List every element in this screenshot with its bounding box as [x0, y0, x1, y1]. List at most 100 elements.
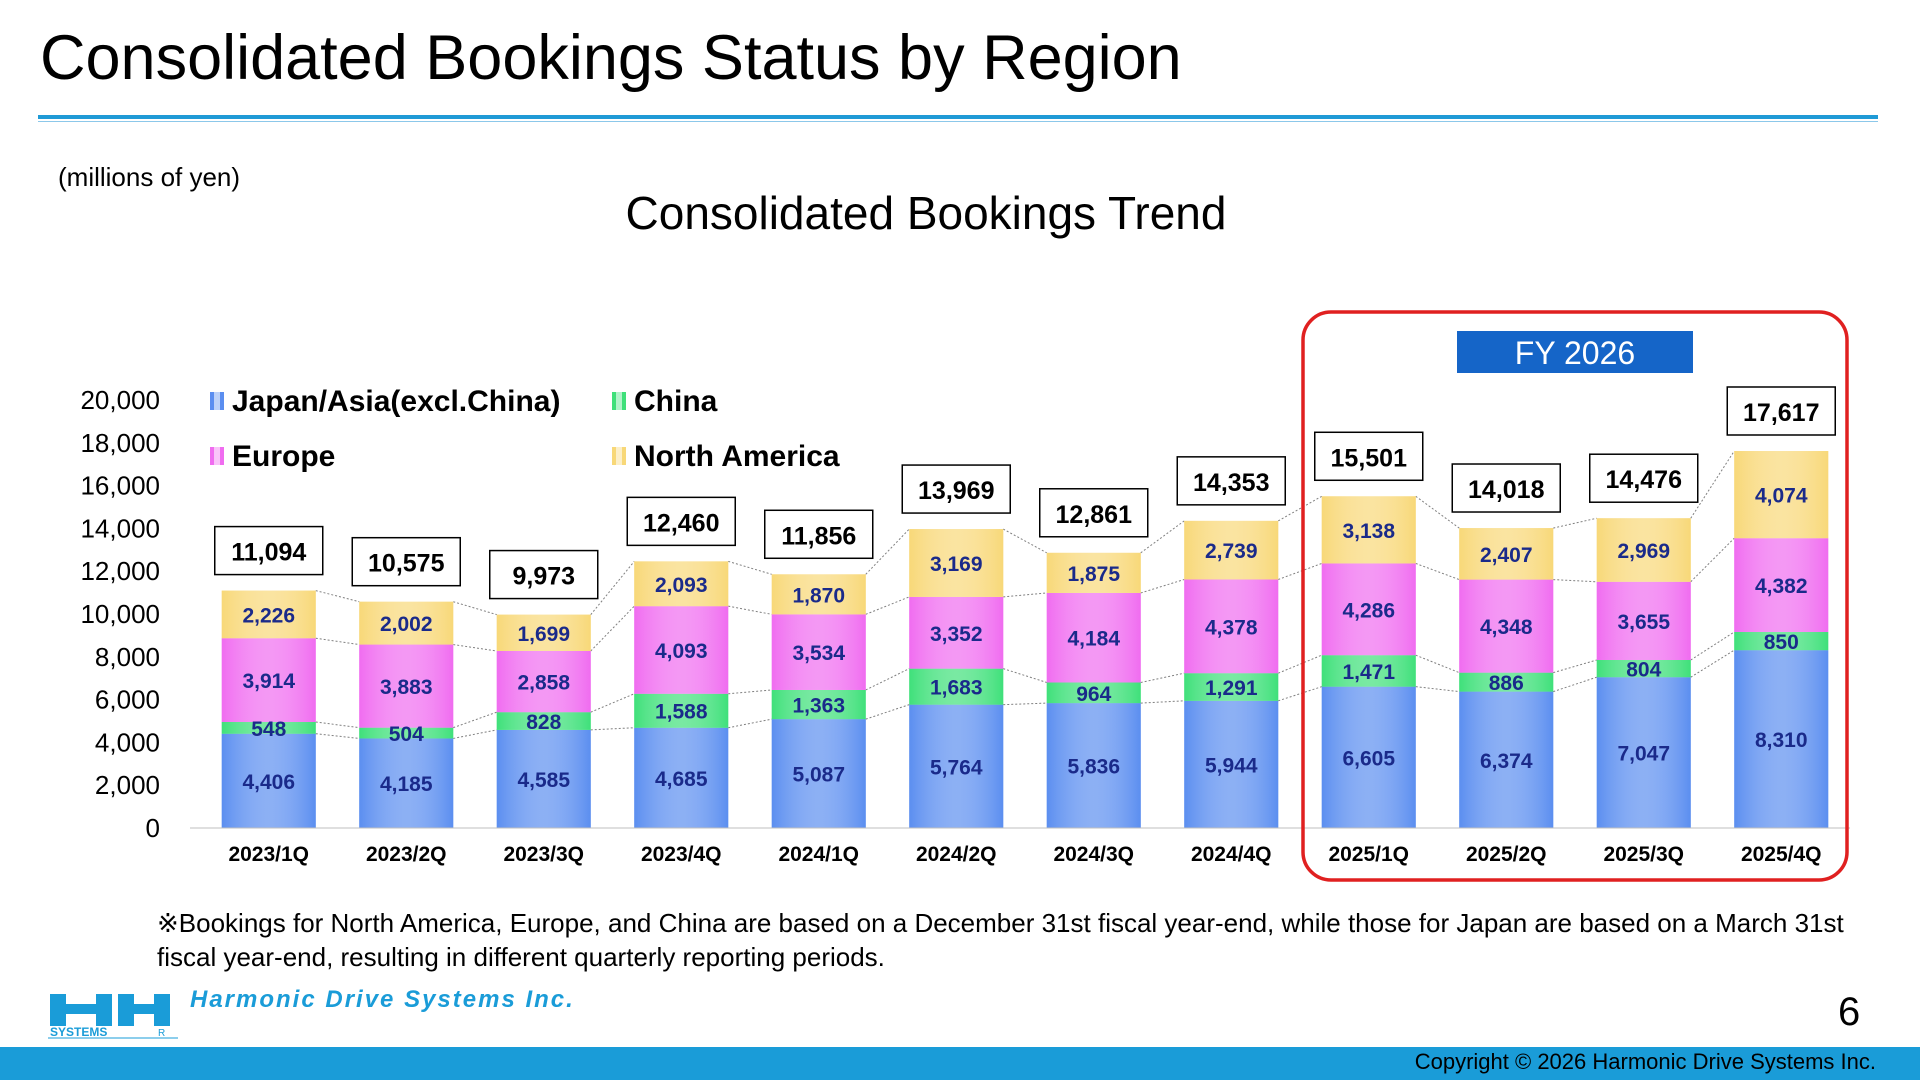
data-label: 1,875	[1067, 563, 1120, 586]
x-tick-label: 2023/1Q	[228, 843, 309, 866]
series-connector	[1690, 649, 1735, 678]
bar-segment-europe	[634, 606, 729, 694]
total-label: 13,969	[918, 477, 994, 505]
bar-segment-europe	[359, 644, 454, 728]
company-logo: SYSTEMS R	[48, 990, 178, 1047]
bar-segment-japan-asia-excl-china-	[359, 738, 454, 828]
data-label: 2,407	[1480, 544, 1533, 567]
bar-segment-sheen	[1596, 677, 1691, 828]
legend-swatch-sheen	[214, 447, 220, 465]
series-connector	[315, 637, 360, 646]
bar-segment-china	[359, 727, 454, 739]
bar-segment-sheen	[1184, 520, 1279, 580]
bar-segment-china	[496, 712, 591, 730]
series-connector	[315, 733, 360, 739]
logo-text: SYSTEMS	[50, 1025, 107, 1039]
fy2026-label-bg	[1457, 331, 1693, 373]
series-connector	[315, 590, 360, 603]
legend-label: Japan/Asia(excl.China)	[232, 385, 560, 418]
data-label: 828	[526, 711, 561, 734]
data-label: 7,047	[1617, 743, 1670, 766]
bar-segment-sheen	[909, 596, 1004, 669]
series-connector	[1553, 659, 1597, 674]
data-label: 2,002	[380, 613, 433, 636]
data-label: 850	[1764, 631, 1799, 654]
bar-segment-japan-asia-excl-china-	[1596, 677, 1691, 828]
bar-segment-sheen	[1046, 682, 1141, 704]
bookings-chart: 4,406 548 3,914 2,226 11,094 4,185 504 3,883 2,0…	[80, 310, 1850, 882]
series-connector	[1140, 700, 1185, 704]
data-label: 804	[1626, 659, 1661, 682]
bar-segment-sheen	[909, 704, 1004, 828]
x-tick-label: 2023/3Q	[503, 843, 584, 866]
legend-swatch-sheen	[616, 392, 622, 410]
bar-segment-japan-asia-excl-china-	[1184, 700, 1279, 828]
series-connector	[1003, 702, 1047, 706]
bar-segment-japan-asia-excl-china-	[1459, 691, 1554, 828]
bar-segment-sheen	[496, 712, 591, 730]
bar-segment-china	[1046, 682, 1141, 704]
data-label: 4,286	[1342, 599, 1395, 622]
bar-segment-europe	[1734, 538, 1829, 632]
data-label: 2,226	[242, 604, 295, 627]
total-label: 14,018	[1468, 476, 1545, 504]
series-connector	[1003, 528, 1047, 554]
bar-segment-north-america	[1184, 520, 1279, 580]
bar-segment-sheen	[496, 651, 591, 713]
bar-segment-sheen	[909, 668, 1004, 705]
bar-segment-sheen	[1596, 518, 1691, 582]
series-connector	[1415, 654, 1460, 674]
series-connector	[1140, 672, 1185, 683]
y-tick-label: 10,000	[80, 599, 160, 629]
series-connector	[1690, 537, 1735, 583]
bar-segment-europe	[1321, 563, 1416, 656]
total-label: 11,856	[781, 522, 856, 550]
svg-text:R: R	[158, 1028, 165, 1039]
bar-segment-sheen	[221, 638, 316, 722]
y-tick-label: 12,000	[80, 556, 160, 586]
series-connector	[1140, 520, 1185, 554]
series-connector	[728, 718, 772, 729]
bar-segment-sheen	[1321, 686, 1416, 828]
series-connector	[1278, 495, 1322, 522]
data-label: 1,870	[792, 584, 845, 607]
bar-segment-europe	[909, 596, 1004, 669]
legend-label: Europe	[232, 440, 335, 473]
data-label: 1,471	[1342, 661, 1395, 684]
y-tick-label: 2,000	[95, 770, 160, 800]
bar-segment-sheen	[359, 738, 454, 828]
units-label: (millions of yen)	[58, 162, 241, 192]
bar-segment-japan-asia-excl-china-	[634, 727, 729, 828]
bar-segment-sheen	[1321, 496, 1416, 564]
bar-segment-north-america	[1596, 518, 1691, 582]
total-label: 12,460	[643, 509, 719, 537]
bar-segment-north-america	[1321, 496, 1416, 564]
series-connector	[590, 727, 635, 731]
bar-segment-sheen	[771, 689, 866, 720]
bar-segment-europe	[1596, 581, 1691, 660]
bar-segment-sheen	[1046, 703, 1141, 828]
data-label: 1,363	[792, 695, 845, 718]
bar-segment-europe	[1459, 579, 1554, 673]
series-connector	[865, 528, 910, 575]
data-label: 6,605	[1342, 747, 1395, 770]
bar-segment-sheen	[496, 729, 591, 828]
series-connector	[865, 668, 910, 691]
series-connector	[453, 729, 497, 739]
bar-segment-sheen	[1734, 650, 1829, 828]
total-label: 12,861	[1056, 501, 1133, 529]
data-label: 3,914	[242, 670, 295, 693]
bar-segment-japan-asia-excl-china-	[1046, 703, 1141, 828]
series-connector	[1553, 676, 1597, 693]
total-label: 17,617	[1743, 399, 1819, 427]
total-box	[901, 464, 1011, 514]
bar-segment-japan-asia-excl-china-	[909, 704, 1004, 828]
series-connector	[728, 689, 772, 695]
data-label: 886	[1489, 672, 1524, 695]
x-tick-label: 2024/3Q	[1053, 843, 1134, 866]
total-box	[1589, 453, 1699, 503]
bar-segment-sheen	[634, 727, 729, 828]
data-label: 4,074	[1755, 485, 1808, 508]
data-label: 4,184	[1067, 628, 1120, 651]
series-connector	[590, 605, 635, 652]
